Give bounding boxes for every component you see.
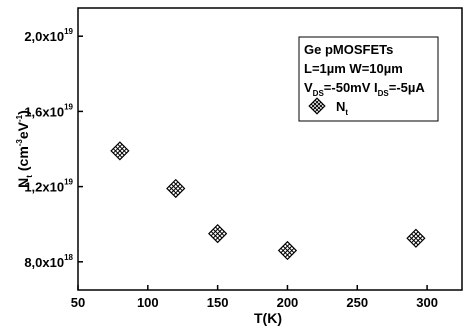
y-tick-label-3: 2,0x1019 [24, 27, 73, 44]
x-tick-label-0: 50 [71, 295, 85, 310]
y-tick-label-0: 8,0x1018 [24, 253, 73, 270]
plot-frame [77, 7, 463, 291]
legend-marker-shape [308, 97, 326, 115]
legend-entry-label: Nt [336, 99, 348, 117]
data-point-3 [277, 240, 298, 261]
legend-line-3: VDS=-50mV IDS=-5µA [304, 80, 425, 98]
legend-line-1: Ge pMOSFETs [304, 42, 393, 57]
data-points [110, 141, 426, 261]
y-tick-label-2: 1,6x1019 [24, 102, 73, 119]
x-tick-label-1: 100 [137, 295, 159, 310]
y-axis-label: Nt (cm-3eV-1) [15, 110, 34, 188]
legend-marker-icon [308, 97, 326, 115]
x-tick-label-4: 250 [346, 295, 368, 310]
data-point-0 [110, 141, 130, 161]
data-point-1 [166, 178, 186, 199]
y-axis-ticks: 8,0x1018 1,2x1019 1,6x1019 2,0x1019 [24, 27, 83, 270]
x-tick-label-2: 150 [207, 295, 229, 310]
legend-line-2: L=1µm W=10µm [304, 61, 403, 76]
x-tick-label-3: 200 [277, 295, 299, 310]
data-point-2 [208, 223, 228, 244]
y-tick-label-1: 1,2x1019 [24, 178, 73, 195]
legend: Ge pMOSFETs L=1µm W=10µm VDS=-50mV IDS=-… [298, 36, 439, 122]
x-axis-label: T(K) [254, 310, 282, 326]
x-tick-label-5: 300 [416, 295, 438, 310]
x-axis-ticks: 50 100 150 200 250 300 [71, 285, 438, 310]
data-point-4 [406, 228, 426, 248]
